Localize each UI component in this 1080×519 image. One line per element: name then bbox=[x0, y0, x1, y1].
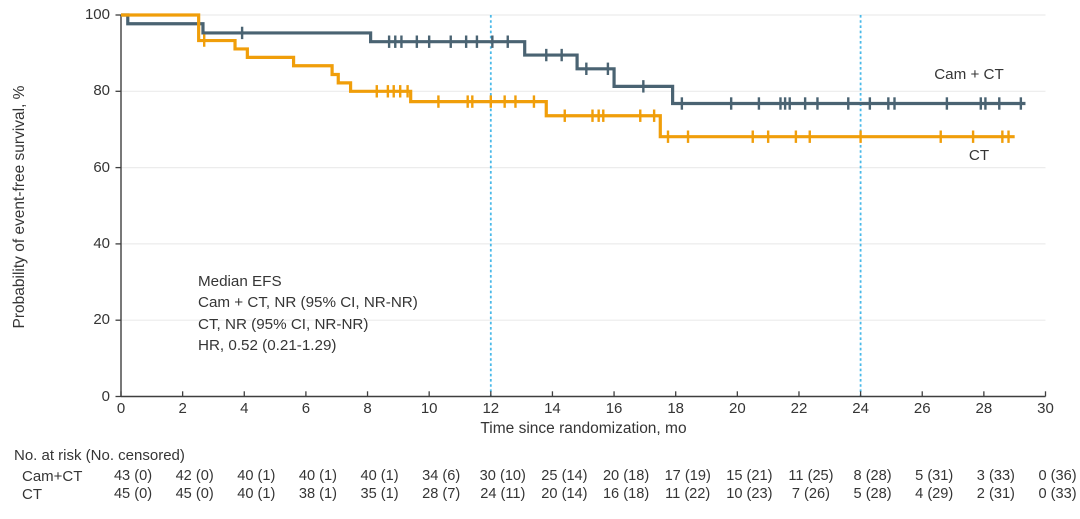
x-tick-label-18: 18 bbox=[667, 400, 685, 417]
risk-cell: 40 (1) bbox=[298, 468, 337, 484]
risk-cell: 11 (22) bbox=[665, 486, 711, 502]
risk-cell: 15 (21) bbox=[726, 468, 773, 484]
risk-cell: 25 (14) bbox=[541, 468, 588, 484]
risk-row-label-ct: CT bbox=[22, 486, 42, 503]
risk-cell: 8 (28) bbox=[853, 468, 892, 484]
x-tick-label-4: 4 bbox=[240, 400, 249, 417]
x-axis-title: Time since randomization, mo bbox=[480, 420, 687, 437]
y-tick-label-40: 40 bbox=[93, 234, 110, 252]
risk-cell: 4 (29) bbox=[915, 486, 954, 502]
median-efs-annotation: Median EFS Cam + CT, NR (95% CI, NR-NR) … bbox=[198, 271, 418, 357]
x-tick-label-22: 22 bbox=[790, 400, 808, 417]
risk-cell: 17 (19) bbox=[664, 468, 711, 484]
risk-cell: 40 (1) bbox=[237, 486, 276, 502]
risk-row-label-cam-ct: Cam+CT bbox=[22, 468, 83, 485]
x-tick-label-24: 24 bbox=[852, 400, 869, 417]
risk-cell: 20 (18) bbox=[602, 468, 650, 484]
y-tick-label-80: 80 bbox=[93, 82, 110, 100]
x-tick-label-0: 0 bbox=[116, 400, 126, 417]
x-tick-label-20: 20 bbox=[728, 400, 746, 417]
risk-cell: 45 (0) bbox=[113, 486, 153, 502]
risk-cell: 0 (33) bbox=[1038, 486, 1077, 502]
annotation-line-cam-ct: Cam + CT, NR (95% CI, NR-NR) bbox=[198, 294, 418, 312]
risk-cell: 40 (1) bbox=[237, 468, 276, 484]
y-tick-label-0: 0 bbox=[101, 387, 110, 405]
risk-table-header: No. at risk (No. censored) bbox=[14, 447, 185, 464]
risk-cell: 28 (7) bbox=[422, 486, 461, 502]
risk-cell: 11 (25) bbox=[788, 468, 834, 484]
survival-curve-cam-ct bbox=[121, 13, 1026, 106]
risk-cell: 38 (1) bbox=[298, 486, 337, 502]
risk-cell: 24 (11) bbox=[480, 486, 526, 502]
x-tick-label-8: 8 bbox=[363, 400, 372, 417]
risk-cell: 0 (36) bbox=[1038, 468, 1077, 484]
risk-cell: 35 (1) bbox=[360, 486, 399, 502]
annotation-line-ct: CT, NR (95% CI, NR-NR) bbox=[198, 315, 369, 333]
x-tick-label-16: 16 bbox=[605, 400, 623, 417]
x-tick-label-14: 14 bbox=[544, 400, 561, 417]
risk-cell: 43 (0) bbox=[113, 468, 153, 484]
survival-curve-ct bbox=[121, 13, 1015, 139]
annotation-line-hr: HR, 0.52 (0.21-1.29) bbox=[198, 337, 337, 355]
x-tick-label-12: 12 bbox=[482, 400, 500, 417]
x-tick-label-6: 6 bbox=[301, 400, 311, 417]
risk-cell: 42 (0) bbox=[175, 468, 214, 484]
risk-cell: 30 (10) bbox=[479, 468, 526, 484]
x-tick-label-30: 30 bbox=[1037, 400, 1054, 417]
risk-cell: 45 (0) bbox=[175, 486, 214, 502]
annotation-line-median-efs: Median EFS bbox=[198, 273, 282, 290]
risk-cell: 5 (28) bbox=[853, 486, 892, 502]
x-tick-label-10: 10 bbox=[420, 400, 438, 417]
series-label-cam-ct: Cam + CT bbox=[934, 66, 1004, 83]
y-tick-label-60: 60 bbox=[93, 158, 110, 176]
risk-cell: 34 (6) bbox=[422, 468, 461, 484]
y-tick-label-20: 20 bbox=[93, 311, 110, 329]
risk-cell: 16 (18) bbox=[602, 486, 650, 502]
risk-cell: 10 (23) bbox=[726, 486, 773, 502]
risk-cell: 5 (31) bbox=[915, 468, 954, 484]
y-axis-title: Probability of event-free survival, % bbox=[11, 85, 28, 329]
risk-cell: 2 (31) bbox=[976, 486, 1015, 502]
x-tick-label-28: 28 bbox=[975, 400, 993, 417]
x-tick-label-26: 26 bbox=[913, 400, 931, 417]
risk-cell: 40 (1) bbox=[360, 468, 399, 484]
series-label-ct: CT bbox=[968, 147, 990, 164]
risk-cell: 7 (26) bbox=[791, 486, 831, 502]
y-tick-label-100: 100 bbox=[84, 6, 110, 23]
risk-cell: 3 (33) bbox=[976, 468, 1015, 484]
x-tick-label-2: 2 bbox=[178, 400, 187, 417]
risk-cell: 20 (14) bbox=[541, 486, 588, 502]
